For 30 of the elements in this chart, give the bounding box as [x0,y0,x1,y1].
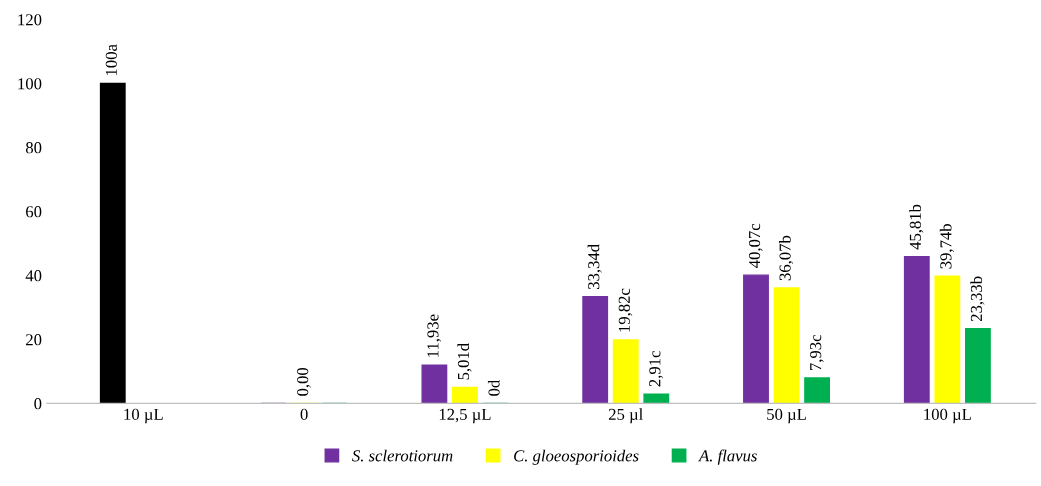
x-tick-label: 100 µL [924,408,971,424]
legend-label: A. flavus [698,449,757,465]
annotation: 0,00 [297,367,311,396]
data-label: 7,93c [810,335,824,370]
y-tick-label: 80 [25,142,42,154]
data-label: 19,82c [618,288,633,332]
data-label: 0d [487,379,500,396]
data-label: 39,74b [939,224,954,269]
y-tick-label: 40 [25,270,42,282]
y-tick-label: 120 [18,14,42,26]
data-label: 100a [105,44,117,76]
data-label: 2,91c [649,351,663,387]
data-label: 36,07b [778,235,794,281]
legend-label: S. sclerotiorum [352,449,453,462]
x-tick-label: 12,5 µL [439,408,491,424]
y-tick-label: 100 [18,78,42,90]
x-tick-label: 25 µl [608,408,643,424]
x-tick-label: 10 µL [124,408,163,424]
y-tick-label: 60 [26,206,42,218]
data-label: 11,93e [427,314,441,357]
x-tick-label: 0 [300,408,308,420]
data-label: 40,07c [748,223,763,268]
data-label: 45,81b [909,204,924,250]
y-tick-label: 0 [34,398,42,410]
data-label: 33,34d [587,244,602,289]
y-tick-label: 20 [26,334,42,346]
data-label: 5,01d [457,343,472,380]
legend-label: C. gloeosporioides [514,449,639,465]
data-label: 23,33b [970,276,985,322]
x-tick-label: 50 µL [767,408,806,424]
